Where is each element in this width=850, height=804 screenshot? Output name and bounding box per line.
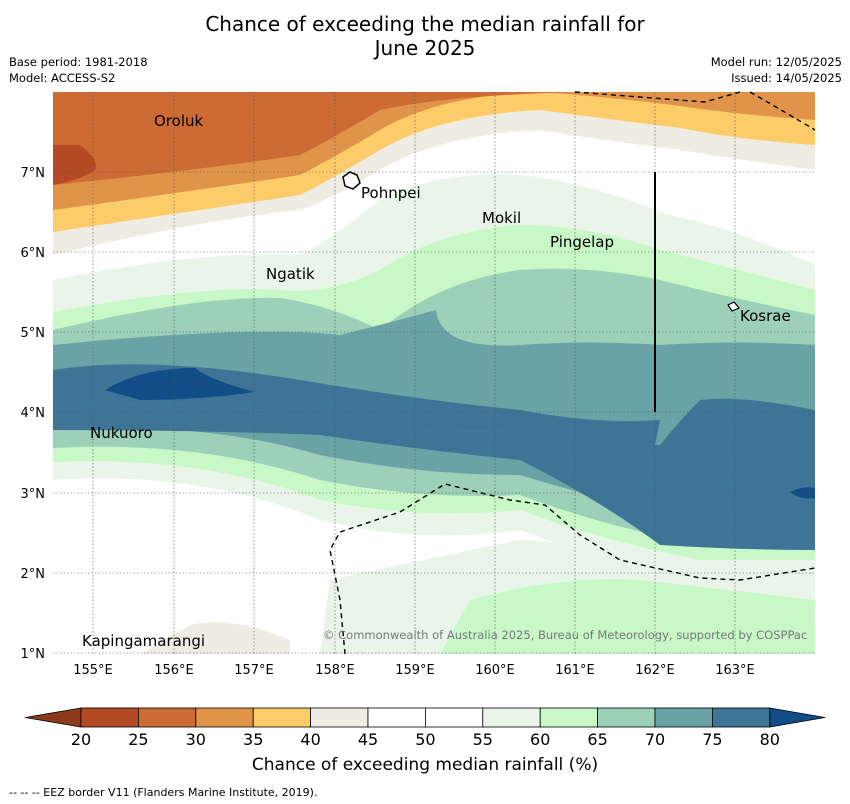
- eez-note: -- -- -- EEZ border V11 (Flanders Marine…: [9, 786, 318, 799]
- colorbar-bin: [80, 707, 139, 728]
- colorbar-bin: [712, 707, 771, 728]
- model-run: Model run: 12/05/2025: [710, 55, 842, 69]
- colorbar-bin: [195, 707, 254, 728]
- place-labels: Oroluk Pohnpei Mokil Pingelap Ngatik Kos…: [82, 112, 791, 650]
- contour-fields: [53, 92, 815, 654]
- colorbar-tick-label: 70: [645, 730, 665, 749]
- colorbar-bin: [367, 707, 426, 728]
- place-label: Mokil: [482, 209, 521, 227]
- graticule: [53, 92, 815, 654]
- colorbar-tick-label: 55: [473, 730, 493, 749]
- x-axis-ticks: 155°E 156°E 157°E 158°E 159°E 160°E 161°…: [73, 663, 755, 678]
- base-period: Base period: 1981-2018: [9, 55, 148, 69]
- place-label: Kosrae: [740, 307, 791, 325]
- x-tick-label: 163°E: [715, 663, 755, 678]
- colorbar-ticks: 20 25 30 35 40 45 50 55 60 65 70 75 80: [71, 730, 780, 749]
- place-label: Oroluk: [154, 112, 203, 130]
- place-label: Pohnpei: [361, 184, 421, 202]
- x-tick-label: 156°E: [154, 663, 194, 678]
- y-tick-label: 6°N: [21, 246, 46, 261]
- colorbar-bin: [424, 707, 484, 728]
- dark-blue-patch: [105, 368, 255, 400]
- colorbar-bin: [539, 707, 599, 728]
- colorbar-tick-label: 80: [760, 730, 780, 749]
- colorbar-tick-label: 60: [530, 730, 550, 749]
- colorbar: [24, 707, 826, 728]
- colorbar-tick-label: 75: [702, 730, 722, 749]
- colorbar-tick-label: 50: [415, 730, 435, 749]
- colorbar-tick-label: 65: [587, 730, 607, 749]
- eez-border: [329, 91, 816, 655]
- place-label: Kapingamarangi: [82, 632, 205, 650]
- colorbar-tick-label: 35: [243, 730, 263, 749]
- y-tick-label: 1°N: [21, 647, 46, 662]
- colorbar-bin: [654, 707, 713, 728]
- colorbar-extend-high: [769, 707, 826, 728]
- model-name: Model: ACCESS-S2: [9, 71, 116, 85]
- colorbar-bin: [597, 707, 656, 728]
- colorbar-bin: [137, 707, 197, 728]
- colorbar-tick-label: 45: [358, 730, 378, 749]
- chart-title: Chance of exceeding the median rainfall …: [205, 12, 645, 60]
- x-tick-label: 157°E: [234, 663, 274, 678]
- kosrae-island: [727, 301, 740, 312]
- x-tick-label: 160°E: [475, 663, 515, 678]
- y-tick-label: 7°N: [21, 166, 46, 181]
- meta-right: Model run: 12/05/2025 Issued: 14/05/2025: [711, 54, 842, 86]
- pohnpei-island: [342, 171, 361, 190]
- y-tick-label: 5°N: [21, 326, 46, 341]
- x-tick-label: 161°E: [555, 663, 595, 678]
- place-label: Ngatik: [266, 265, 315, 283]
- colorbar-tick-label: 20: [71, 730, 91, 749]
- place-label: Nukuoro: [90, 424, 153, 442]
- colorbar-bin: [482, 707, 541, 728]
- colorbar-bin: [310, 707, 369, 728]
- y-axis-ticks: 7°N 6°N 5°N 4°N 3°N 2°N 1°N: [21, 166, 46, 662]
- meta-left: Base period: 1981-2018 Model: ACCESS-S2: [9, 54, 148, 86]
- cream-south-patch: [140, 622, 290, 654]
- y-tick-label: 4°N: [21, 406, 46, 421]
- colorbar-tick-label: 25: [128, 730, 148, 749]
- issued-date: Issued: 14/05/2025: [731, 71, 842, 85]
- colorbar-extend-low: [24, 707, 82, 728]
- colorbar-bin: [252, 707, 311, 728]
- x-tick-label: 158°E: [315, 663, 355, 678]
- y-tick-label: 2°N: [21, 567, 46, 582]
- x-tick-label: 155°E: [73, 663, 113, 678]
- colorbar-tick-label: 40: [300, 730, 320, 749]
- x-tick-label: 159°E: [395, 663, 435, 678]
- colorbar-tick-label: 30: [186, 730, 206, 749]
- place-label: Pingelap: [550, 233, 614, 251]
- copyright-notice: © Commonwealth of Australia 2025, Bureau…: [323, 628, 808, 642]
- y-tick-label: 3°N: [21, 487, 46, 502]
- x-tick-label: 162°E: [635, 663, 675, 678]
- colorbar-title: Chance of exceeding median rainfall (%): [251, 755, 599, 775]
